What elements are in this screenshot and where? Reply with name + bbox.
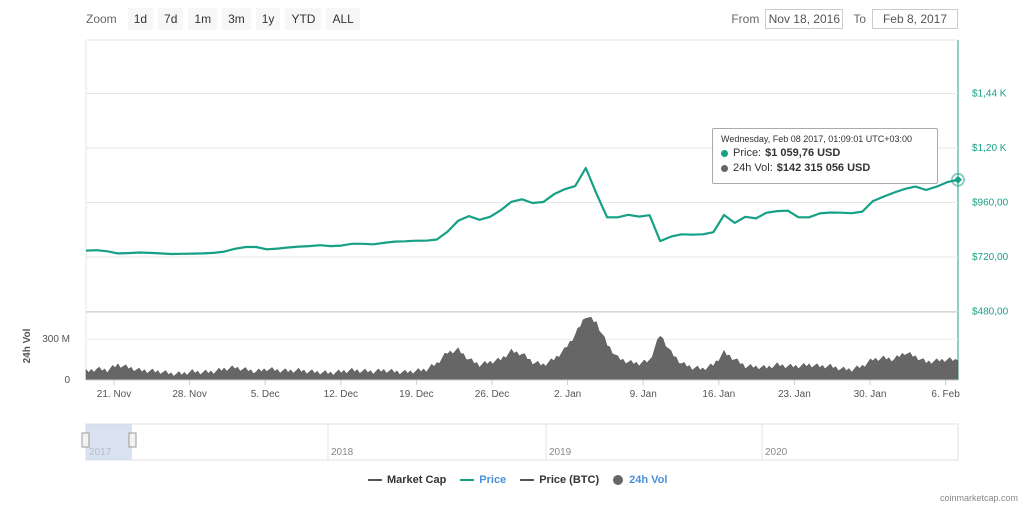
legend-item-market-cap[interactable]: Market Cap bbox=[368, 474, 446, 486]
tooltip-price-value: $1 059,76 USD bbox=[765, 147, 841, 159]
legend-label-price-btc: Price (BTC) bbox=[539, 474, 600, 486]
legend-item-price[interactable]: Price bbox=[460, 474, 506, 486]
line-icon bbox=[368, 479, 382, 481]
volume-tick-label: 300 M bbox=[42, 334, 70, 345]
x-tick-label: 23. Jan bbox=[778, 389, 811, 400]
chart-legend: Market Cap Price Price (BTC) 24h Vol bbox=[368, 474, 667, 486]
x-tick-label: 6. Feb bbox=[931, 389, 960, 400]
navigator-selection[interactable] bbox=[86, 424, 132, 460]
line-icon bbox=[520, 479, 535, 481]
zoom-1m-button[interactable]: 1m bbox=[188, 8, 218, 30]
zoom-7d-button[interactable]: 7d bbox=[158, 8, 184, 30]
navigator-year-label: 2018 bbox=[331, 447, 354, 458]
tooltip-vol-row: 24h Vol: $142 315 056 USD bbox=[721, 162, 929, 174]
chart-tooltip: Wednesday, Feb 08 2017, 01:09:01 UTC+03:… bbox=[712, 128, 938, 184]
x-tick-label: 26. Dec bbox=[475, 389, 509, 400]
tooltip-vol-value: $142 315 056 USD bbox=[776, 162, 871, 174]
price-tick-label: $480,00 bbox=[972, 307, 1009, 318]
volume-axis-title: 24h Vol bbox=[22, 328, 33, 363]
x-tick-label: 21. Nov bbox=[97, 389, 131, 400]
x-tick-label: 5. Dec bbox=[251, 389, 280, 400]
x-tick-label: 16. Jan bbox=[702, 389, 735, 400]
price-tick-label: $1,44 K bbox=[972, 89, 1007, 100]
zoom-all-button[interactable]: ALL bbox=[326, 8, 360, 30]
tooltip-price-row: Price: $1 059,76 USD bbox=[721, 147, 929, 159]
x-tick-label: 30. Jan bbox=[854, 389, 887, 400]
price-tick-label: $1,20 K bbox=[972, 143, 1007, 154]
price-dot-icon bbox=[721, 149, 728, 157]
legend-item-24h-vol[interactable]: 24h Vol bbox=[613, 474, 667, 486]
legend-item-price-btc[interactable]: Price (BTC) bbox=[520, 474, 599, 486]
navigator-right-handle[interactable] bbox=[128, 432, 137, 448]
navigator-left-handle[interactable] bbox=[81, 432, 90, 448]
line-icon bbox=[460, 479, 475, 481]
volume-tick-label: 0 bbox=[64, 375, 70, 386]
x-tick-label: 19. Dec bbox=[399, 389, 433, 400]
zoom-label: Zoom bbox=[86, 12, 117, 26]
navigator-year-label: 2019 bbox=[549, 447, 572, 458]
volume-area bbox=[85, 316, 959, 381]
zoom-1d-button[interactable]: 1d bbox=[127, 8, 154, 30]
to-label: To bbox=[853, 12, 866, 26]
to-date-input[interactable] bbox=[872, 9, 958, 29]
tooltip-date: Wednesday, Feb 08 2017, 01:09:01 UTC+03:… bbox=[721, 134, 913, 144]
legend-label-24h-vol: 24h Vol bbox=[629, 474, 668, 486]
credit-text: coinmarketcap.com bbox=[939, 493, 1018, 503]
circle-icon bbox=[613, 475, 624, 485]
x-tick-label: 9. Jan bbox=[630, 389, 657, 400]
volume-dot-icon bbox=[721, 164, 728, 172]
price-tick-label: $720,00 bbox=[972, 252, 1009, 263]
zoom-ytd-button[interactable]: YTD bbox=[285, 8, 322, 30]
tooltip-vol-label: 24h Vol: bbox=[733, 162, 773, 174]
price-tick-label: $960,00 bbox=[972, 198, 1009, 209]
legend-label-market-cap: Market Cap bbox=[387, 474, 447, 486]
navigator-frame bbox=[85, 423, 959, 461]
x-tick-label: 28. Nov bbox=[172, 389, 206, 400]
from-label: From bbox=[731, 12, 760, 26]
date-range: From To bbox=[731, 9, 958, 29]
x-tick-label: 2. Jan bbox=[554, 389, 581, 400]
zoom-toolbar: Zoom 1d 7d 1m 3m 1y YTD ALL bbox=[86, 8, 360, 30]
price-hover-marker bbox=[954, 175, 962, 184]
from-date-input[interactable] bbox=[765, 9, 844, 29]
navigator-year-label: 2020 bbox=[765, 447, 788, 458]
zoom-1y-button[interactable]: 1y bbox=[255, 8, 281, 30]
x-tick-label: 12. Dec bbox=[324, 389, 358, 400]
tooltip-price-label: Price: bbox=[733, 147, 762, 159]
price-line bbox=[85, 166, 959, 256]
price-hover-halo bbox=[951, 172, 965, 187]
legend-label-price: Price bbox=[479, 474, 507, 486]
zoom-3m-button[interactable]: 3m bbox=[222, 8, 251, 30]
